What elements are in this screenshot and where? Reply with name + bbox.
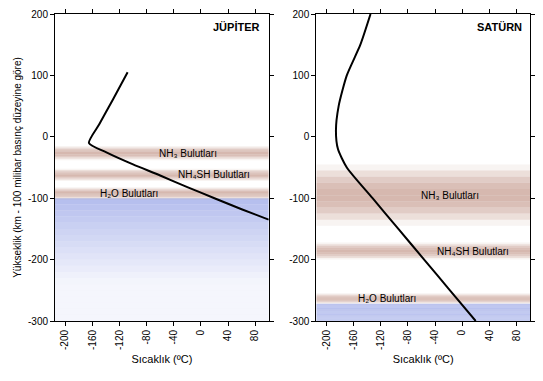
- svg-text:-80: -80: [402, 330, 413, 345]
- svg-text:NH₄SH Bulutları: NH₄SH Bulutları: [437, 246, 509, 257]
- svg-text:-40: -40: [429, 330, 440, 345]
- svg-text:100: 100: [293, 70, 310, 81]
- svg-text:-300: -300: [28, 316, 48, 327]
- svg-text:-40: -40: [168, 330, 179, 345]
- svg-text:80: 80: [249, 330, 260, 342]
- svg-text:100: 100: [31, 70, 48, 81]
- svg-text:0: 0: [195, 330, 206, 336]
- svg-text:NH₃ Bulutları: NH₃ Bulutları: [159, 148, 217, 159]
- svg-text:-200: -200: [28, 254, 48, 265]
- svg-text:-160: -160: [348, 330, 359, 350]
- svg-text:Yükseklik (km - 100 milibar ba: Yükseklik (km - 100 milibar basınç düzey…: [12, 57, 23, 278]
- svg-text:-100: -100: [289, 193, 309, 204]
- svg-text:Sıcaklık (ºC): Sıcaklık (ºC): [393, 353, 454, 365]
- svg-text:SATÜRN: SATÜRN: [477, 21, 522, 33]
- svg-text:-200: -200: [321, 330, 332, 350]
- svg-text:-160: -160: [87, 330, 98, 350]
- svg-text:-80: -80: [141, 330, 152, 345]
- svg-text:80: 80: [511, 330, 522, 342]
- svg-text:40: 40: [484, 330, 495, 342]
- svg-text:-200: -200: [59, 330, 70, 350]
- svg-text:NH₃ Bulutları: NH₃ Bulutları: [421, 190, 479, 201]
- svg-text:0: 0: [456, 330, 467, 336]
- svg-text:200: 200: [293, 9, 310, 20]
- svg-text:H₂O Bulutları: H₂O Bulutları: [358, 293, 416, 304]
- svg-text:-120: -120: [114, 330, 125, 350]
- svg-text:-200: -200: [289, 254, 309, 265]
- svg-text:JÜPİTER: JÜPİTER: [213, 21, 260, 33]
- svg-text:H₂O Bulutları: H₂O Bulutları: [100, 188, 158, 199]
- svg-text:40: 40: [222, 330, 233, 342]
- svg-text:NH₄SH Bulutları: NH₄SH Bulutları: [178, 169, 250, 180]
- svg-text:-300: -300: [289, 316, 309, 327]
- svg-text:0: 0: [304, 131, 310, 142]
- svg-text:200: 200: [31, 9, 48, 20]
- svg-text:Sıcaklık (ºC): Sıcaklık (ºC): [131, 353, 192, 365]
- svg-text:-120: -120: [375, 330, 386, 350]
- svg-text:-100: -100: [28, 193, 48, 204]
- svg-text:0: 0: [42, 131, 48, 142]
